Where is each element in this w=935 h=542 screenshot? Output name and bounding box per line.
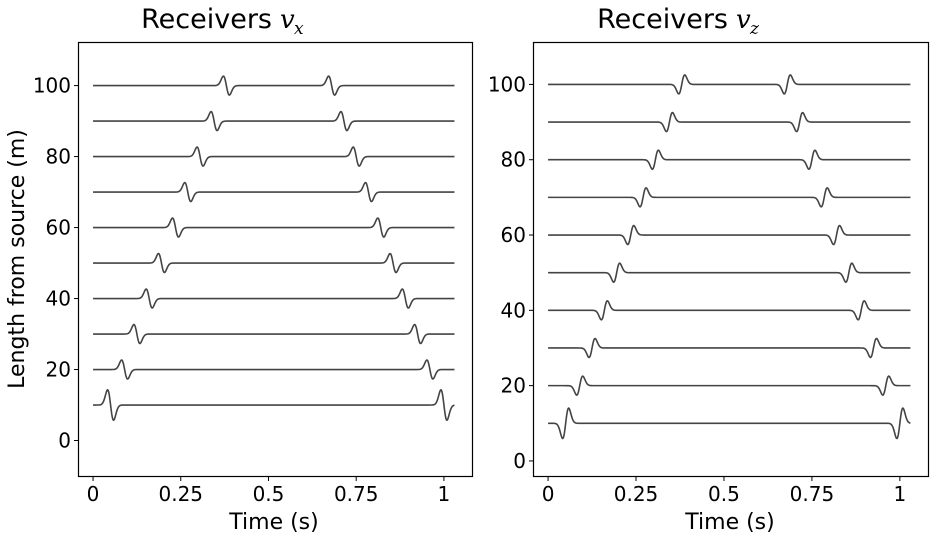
chart-vx-title-subscript: x: [294, 19, 304, 39]
chart-vz-trace-10: [547, 407, 911, 440]
chart-vx-trace-60: [92, 217, 455, 238]
chart-vz-trace-90: [547, 111, 911, 133]
chart-vx-ytick-label: 20: [46, 358, 71, 382]
chart-vx-trace-100: [92, 75, 455, 96]
chart-vz-trace-20: [547, 375, 911, 396]
chart-vx-xtick-label: 0.75: [334, 482, 379, 506]
chart-vx-xtick-label: 1: [438, 482, 451, 506]
chart-vx-ytick-label: 0: [58, 429, 71, 453]
chart-vz-ytick-label: 0: [513, 449, 526, 473]
chart-vx-xlabel: Time (s): [228, 510, 318, 535]
chart-vx-ytick-label: 60: [46, 216, 71, 240]
chart-vz-trace-40: [547, 300, 911, 321]
chart-vz-title-symbol: v: [736, 5, 751, 35]
chart-vx: Receivers v x Length from source (m) Tim…: [5, 4, 474, 535]
chart-vx-xtick-label: 0.25: [158, 482, 203, 506]
chart-vx-ytick-label: 40: [46, 287, 71, 311]
chart-vz-xtick-label: 0.5: [708, 482, 740, 506]
chart-vz: Receivers v z Time (s) 0 0.25 0.5 0.75 1 0 20…: [488, 4, 930, 535]
chart-vz-title: Receivers: [597, 4, 728, 35]
chart-vz-trace-80: [547, 149, 911, 171]
chart-vz-ytick-label: 40: [501, 298, 526, 322]
chart-vz-ytick-label: 100: [488, 72, 526, 96]
chart-vx-trace-50: [92, 252, 455, 274]
chart-vz-xtick-label: 1: [893, 482, 906, 506]
chart-vx-trace-40: [92, 288, 455, 309]
chart-vz-ytick-label: 80: [501, 148, 526, 172]
chart-vx-trace-80: [92, 146, 455, 167]
chart-vx-trace-30: [92, 323, 455, 345]
chart-vx-trace-70: [92, 181, 455, 203]
chart-vx-title-symbol: v: [280, 5, 295, 35]
chart-vz-trace-100: [547, 74, 911, 95]
chart-vx-ylabel: Length from source (m): [5, 129, 30, 389]
chart-vz-trace-60: [547, 224, 911, 246]
chart-vx-ytick-label: 80: [46, 145, 71, 169]
chart-vx-title: Receivers: [141, 4, 272, 35]
chart-vz-trace-70: [547, 187, 911, 208]
chart-vz-trace-30: [547, 337, 911, 359]
chart-vx-xtick-label: 0.5: [253, 482, 285, 506]
chart-vz-ytick-label: 20: [501, 374, 526, 398]
chart-vx-xtick-label: 0: [87, 482, 100, 506]
chart-vx-trace-10: [92, 388, 455, 422]
chart-vz-xtick-label: 0.75: [790, 482, 835, 506]
chart-vz-xlabel: Time (s): [684, 510, 774, 535]
chart-vz-ytick-label: 60: [501, 223, 526, 247]
chart-vx-ytick-label: 100: [33, 74, 71, 98]
chart-vx-trace-90: [92, 110, 455, 132]
chart-vz-plot-frame: [532, 41, 930, 478]
chart-vz-xtick-label: 0.25: [614, 482, 659, 506]
chart-vz-title-subscript: z: [749, 19, 760, 39]
chart-vz-xtick-label: 0: [542, 482, 555, 506]
chart-vz-trace-50: [547, 262, 911, 283]
chart-vx-trace-20: [92, 359, 455, 380]
chart-vx-plot-frame: [77, 41, 474, 478]
